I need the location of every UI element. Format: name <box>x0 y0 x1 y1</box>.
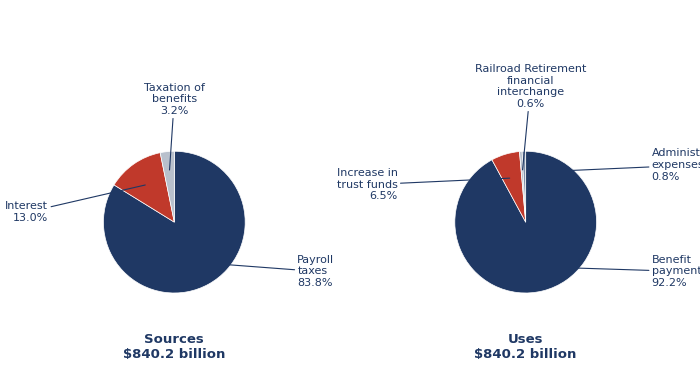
Title: Sources
$840.2 billion: Sources $840.2 billion <box>123 333 225 361</box>
Wedge shape <box>519 151 526 222</box>
Text: Interest
13.0%: Interest 13.0% <box>6 185 145 223</box>
Wedge shape <box>522 151 526 222</box>
Text: Benefit
payments
92.2%: Benefit payments 92.2% <box>540 255 700 288</box>
Wedge shape <box>160 151 174 222</box>
Wedge shape <box>492 151 526 222</box>
Text: Increase in
trust funds
6.5%: Increase in trust funds 6.5% <box>337 168 510 201</box>
Title: Uses
$840.2 billion: Uses $840.2 billion <box>475 333 577 361</box>
Text: Railroad Retirement
financial
interchange
0.6%: Railroad Retirement financial interchang… <box>475 64 587 170</box>
Wedge shape <box>114 153 174 222</box>
Wedge shape <box>455 151 596 293</box>
Text: Taxation of
benefits
3.2%: Taxation of benefits 3.2% <box>144 83 205 170</box>
Wedge shape <box>104 151 245 293</box>
Text: Administrative
expenses
0.8%: Administrative expenses 0.8% <box>527 148 700 182</box>
Text: Payroll
taxes
83.8%: Payroll taxes 83.8% <box>199 255 335 288</box>
